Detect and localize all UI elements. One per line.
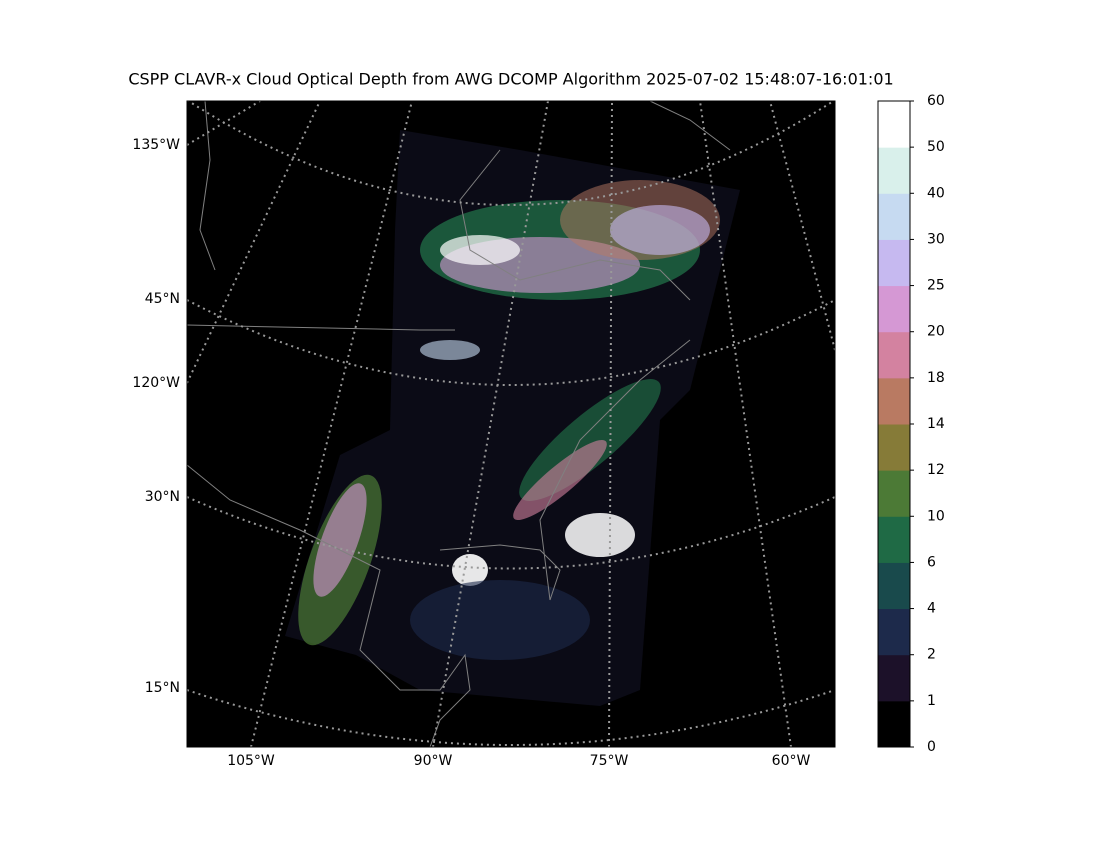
lon-label: 105°W [227, 753, 275, 769]
colorbar-segment [878, 193, 910, 240]
cloud-fields [298, 180, 720, 660]
colorbar-segment [878, 101, 910, 148]
lat-lon-label: 30°N [145, 489, 180, 505]
lat-lon-label: 15°N [145, 680, 180, 696]
colorbar-segment [878, 562, 910, 610]
map-frame [186, 100, 836, 748]
lon-label: 90°W [414, 753, 453, 769]
colorbar-segment [878, 331, 910, 379]
colorbar-tick-label: 4 [927, 601, 936, 617]
lat-lon-label: 45°N [145, 291, 180, 307]
colorbar-tick-label: 6 [927, 554, 936, 570]
lat-lon-label: 135°W [132, 137, 180, 153]
colorbar-tick-label: 40 [927, 185, 945, 201]
colorbar-segment [878, 700, 910, 748]
colorbar-tick-label: 14 [927, 416, 945, 432]
colorbar-segment [878, 147, 910, 194]
colorbar-segment [878, 285, 910, 333]
lat-lon-label: 120°W [132, 375, 180, 391]
colorbar-tick-label: 30 [927, 231, 945, 247]
title: CSPP CLAVR-x Cloud Optical Depth from AW… [128, 70, 893, 89]
colorbar-tick-label: 0 [927, 739, 936, 755]
lon-label: 60°W [772, 753, 811, 769]
colorbar-segment [878, 239, 910, 287]
graticule [187, 101, 835, 747]
colorbar-tick-label: 2 [927, 647, 936, 663]
map [187, 101, 835, 747]
colorbar-tick-label: 20 [927, 324, 945, 340]
colorbar-tick-label: 50 [927, 139, 945, 155]
colorbar-segment [878, 377, 910, 425]
colorbar-tick-label: 18 [927, 370, 945, 386]
colorbar-tick-label: 10 [927, 508, 945, 524]
colorbar-tick-label: 60 [927, 93, 945, 109]
colorbar-tick-label: 25 [927, 278, 945, 294]
colorbar-tick-label: 1 [927, 693, 936, 709]
coastlines [187, 101, 731, 747]
colorbar-segment [878, 654, 910, 702]
colorbar-segment [878, 608, 910, 656]
lon-label: 75°W [590, 753, 629, 769]
colorbar-segment [878, 470, 910, 517]
colorbar-tick-label: 12 [927, 462, 945, 478]
colorbar-segment [878, 516, 910, 563]
colorbar-segment [878, 424, 910, 471]
